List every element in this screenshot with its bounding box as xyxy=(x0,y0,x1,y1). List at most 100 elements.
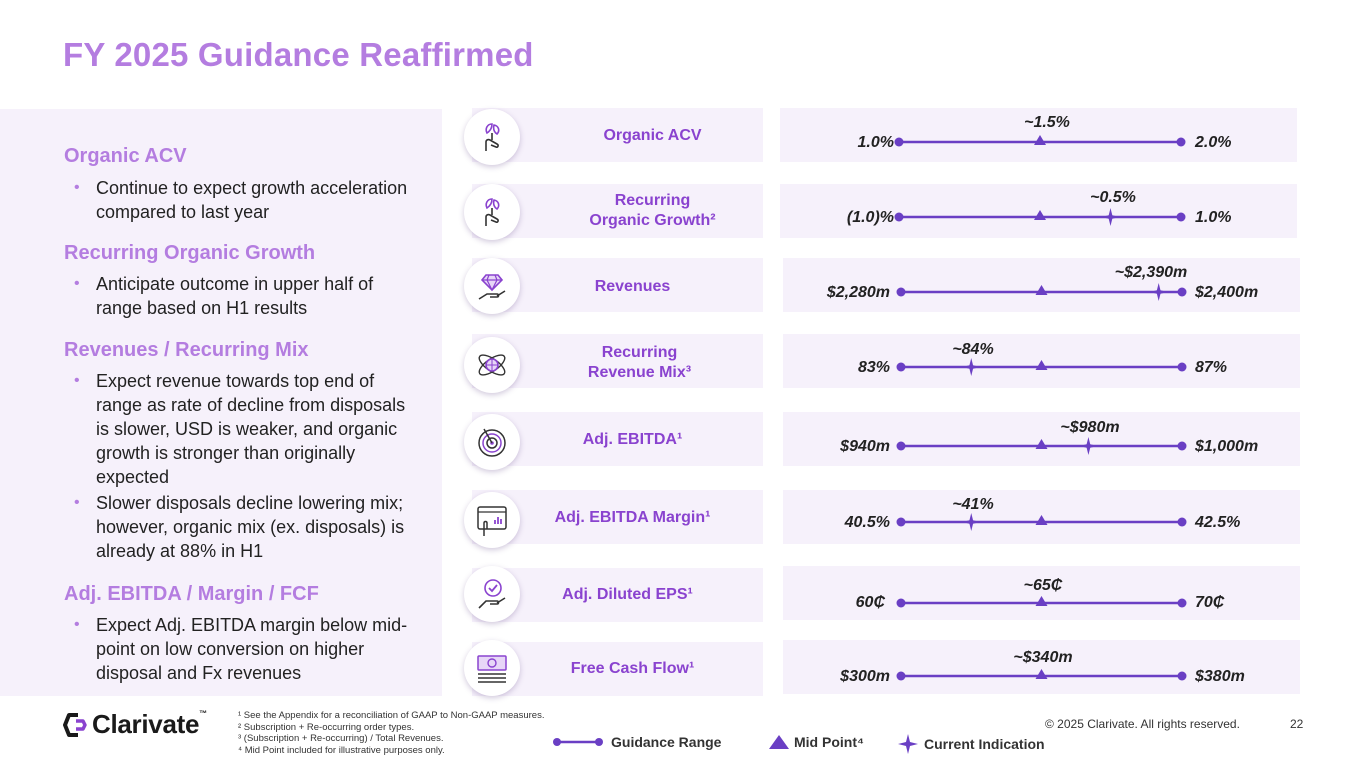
legend-mid-point: Mid Point⁴ xyxy=(768,734,864,750)
triangle-icon xyxy=(769,735,789,749)
range-end-dot xyxy=(1177,517,1187,527)
range-high-revenues: $2,400m xyxy=(1195,284,1259,301)
section-heading-ebitda-fcf: Adj. EBITDA / Margin / FCF xyxy=(64,583,319,605)
globe-orbit-icon xyxy=(464,337,520,393)
metric-label-adj-diluted-eps: Adj. Diluted EPS¹ xyxy=(562,586,693,603)
bullet-revenues-2: • Slower disposals decline lowering mix;… xyxy=(74,493,405,561)
range-pill-recurring-organic-growth xyxy=(780,184,1297,238)
range-low-recurring-organic-growth: (1.0)% xyxy=(846,209,894,226)
bullet-ebitda: • Expect Adj. EBITDA margin below mid-po… xyxy=(74,615,408,683)
range-low-adj-ebitda-margin: 40.5% xyxy=(844,514,890,531)
guidance-value-adj-diluted-eps: ~65₵ xyxy=(1023,577,1063,594)
section-heading-revenues-mix: Revenues / Recurring Mix xyxy=(64,339,309,361)
metric-label-adj-ebitda: Adj. EBITDA¹ xyxy=(582,431,683,448)
bullet-revenues-1: • Expect revenue towards top end of rang… xyxy=(74,371,406,487)
current-indication-sparkle xyxy=(1079,437,1098,455)
range-pill-free-cash-flow xyxy=(783,640,1300,694)
metric-pill-adj-diluted-eps xyxy=(472,568,763,622)
current-indication-sparkle xyxy=(962,358,981,376)
current-indication-sparkle xyxy=(962,513,981,531)
range-end-dot xyxy=(1177,441,1187,451)
copyright: © 2025 Clarivate. All rights reserved. xyxy=(1045,717,1240,731)
guidance-value-adj-ebitda-margin: ~41% xyxy=(952,496,994,513)
range-start-dot xyxy=(896,517,906,527)
mid-point-triangle xyxy=(1035,669,1048,679)
range-high-organic-acv: 2.0% xyxy=(1195,134,1232,151)
metric-pill-revenues xyxy=(472,258,763,312)
range-low-adj-ebitda: $940m xyxy=(840,438,890,455)
page-title: FY 2025 Guidance Reaffirmed xyxy=(63,36,534,73)
guidance-value-organic-acv: ~1.5% xyxy=(1024,114,1070,131)
dashboard-hand-icon xyxy=(464,492,520,548)
clarivate-logo: Clarivate™ xyxy=(63,709,207,740)
metric-pill-adj-ebitda xyxy=(472,412,763,466)
range-start-dot xyxy=(894,212,904,222)
range-end-dot xyxy=(1177,598,1187,608)
current-indication-sparkle xyxy=(1101,208,1120,226)
range-low-organic-acv: 1.0% xyxy=(857,134,894,151)
guidance-value-revenues: ~$2,390m xyxy=(1114,264,1188,281)
metric-pill-recurring-revenue-mix xyxy=(472,334,763,388)
page-number: 22 xyxy=(1290,717,1304,731)
range-high-adj-ebitda-margin: 42.5% xyxy=(1195,514,1241,531)
clarivate-logo-mark-icon xyxy=(63,712,87,737)
plant-in-hand-icon xyxy=(464,109,520,165)
metric-pill-free-cash-flow xyxy=(472,642,763,696)
range-high-recurring-organic-growth: 1.0% xyxy=(1195,209,1232,226)
mid-point-triangle xyxy=(1035,360,1048,370)
guidance-value-free-cash-flow: ~$340m xyxy=(1013,649,1073,666)
metric-pill-organic-acv xyxy=(472,108,763,162)
bullet-dot: • xyxy=(74,372,80,389)
check-in-hand-icon xyxy=(464,566,520,622)
bullet-dot: • xyxy=(74,616,80,633)
logo-wordmark: Clarivate™ xyxy=(92,709,207,739)
legend-guidance-range: Guidance Range xyxy=(553,734,721,750)
range-start-dot xyxy=(894,137,904,147)
diamond-in-hand-icon xyxy=(464,258,520,314)
range-line-icon xyxy=(553,738,603,746)
section-heading-recurring-organic-growth: Recurring Organic Growth xyxy=(64,242,316,264)
bullet-recurring-organic-growth: • Anticipate outcome in upper half of ra… xyxy=(74,274,374,318)
range-end-dot xyxy=(1176,212,1186,222)
metric-pill-recurring-organic-growth xyxy=(472,184,763,238)
range-end-dot xyxy=(1176,137,1186,147)
range-low-revenues: $2,280m xyxy=(826,284,890,301)
range-end-dot xyxy=(1177,671,1187,681)
metric-label-recurring-organic-growth: Recurring Organic Growth² xyxy=(589,192,716,229)
range-pill-adj-diluted-eps xyxy=(783,566,1300,620)
sparkle-icon xyxy=(898,734,918,754)
range-start-dot xyxy=(896,598,906,608)
metric-label-revenues: Revenues xyxy=(594,278,671,295)
range-high-adj-diluted-eps: 70₵ xyxy=(1195,594,1225,611)
metric-label-free-cash-flow: Free Cash Flow¹ xyxy=(570,660,695,677)
range-start-dot xyxy=(896,671,906,681)
legend-current-indication: Current Indication xyxy=(898,734,1045,754)
current-indication-sparkle xyxy=(1149,283,1168,301)
bullet-organic-acv: • Continue to expect growth acceleration… xyxy=(74,178,408,222)
range-low-free-cash-flow: $300m xyxy=(840,668,890,685)
metric-label-adj-ebitda-margin: Adj. EBITDA Margin¹ xyxy=(554,509,711,526)
guidance-value-adj-ebitda: ~$980m xyxy=(1060,419,1120,436)
bullet-dot: • xyxy=(74,494,80,511)
range-start-dot xyxy=(896,287,906,297)
plant-in-hand-icon xyxy=(464,184,520,240)
mid-point-triangle xyxy=(1035,439,1048,449)
range-low-adj-diluted-eps: 60₵ xyxy=(855,594,885,611)
cash-stack-icon xyxy=(464,640,520,696)
target-icon xyxy=(464,414,520,470)
range-pill-organic-acv xyxy=(780,108,1297,162)
range-high-adj-ebitda: $1,000m xyxy=(1195,438,1259,455)
metric-label-recurring-revenue-mix: Recurring Revenue Mix³ xyxy=(587,344,692,381)
footnotes: ¹ See the Appendix for a reconciliation … xyxy=(238,710,545,756)
metric-pill-adj-ebitda-margin xyxy=(472,490,763,544)
mid-point-triangle xyxy=(1034,135,1046,145)
bullet-dot: • xyxy=(74,179,80,196)
mid-point-triangle xyxy=(1035,515,1048,525)
mid-point-triangle xyxy=(1035,285,1048,295)
range-end-dot xyxy=(1177,287,1187,297)
range-start-dot xyxy=(896,441,906,451)
range-high-free-cash-flow: $380m xyxy=(1195,668,1245,685)
bullet-dot: • xyxy=(74,275,80,292)
section-heading-organic-acv: Organic ACV xyxy=(64,145,187,167)
